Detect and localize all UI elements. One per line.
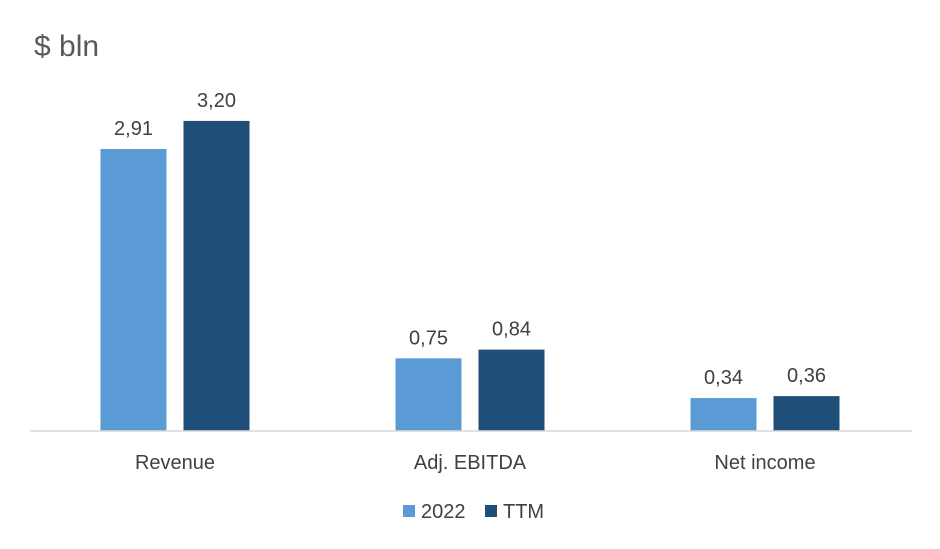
chart-title: $ bln (34, 30, 99, 63)
legend-swatch-2022 (403, 505, 415, 517)
bar-net-income-ttm (773, 396, 840, 431)
bar-revenue-ttm (183, 120, 250, 432)
bar-net-income-2022 (690, 398, 757, 431)
data-label-net-income-ttm: 0,36 (787, 365, 826, 387)
legend-swatch-ttm (485, 505, 497, 517)
category-label-net-income: Net income (714, 452, 815, 474)
bars-layer (100, 120, 840, 432)
category-label-revenue: Revenue (135, 452, 215, 474)
legend: 2022 TTM (403, 501, 544, 523)
data-labels-layer: 2,91 3,20 0,75 0,84 0,34 0,36 (114, 90, 826, 389)
data-label-net-income-2022: 0,34 (704, 367, 743, 389)
data-label-adj-ebitda-2022: 0,75 (409, 327, 448, 349)
data-label-revenue-2022: 2,91 (114, 118, 153, 140)
category-labels-layer: Revenue Adj. EBITDA Net income (135, 452, 816, 474)
legend-label-ttm: TTM (503, 501, 544, 523)
bar-revenue-2022 (100, 149, 167, 431)
category-label-adj-ebitda: Adj. EBITDA (414, 452, 527, 474)
bar-adj-ebitda-2022 (395, 358, 462, 431)
legend-label-2022: 2022 (421, 501, 466, 523)
data-label-revenue-ttm: 3,20 (197, 90, 236, 112)
bar-adj-ebitda-ttm (478, 349, 545, 431)
data-label-adj-ebitda-ttm: 0,84 (492, 319, 531, 341)
